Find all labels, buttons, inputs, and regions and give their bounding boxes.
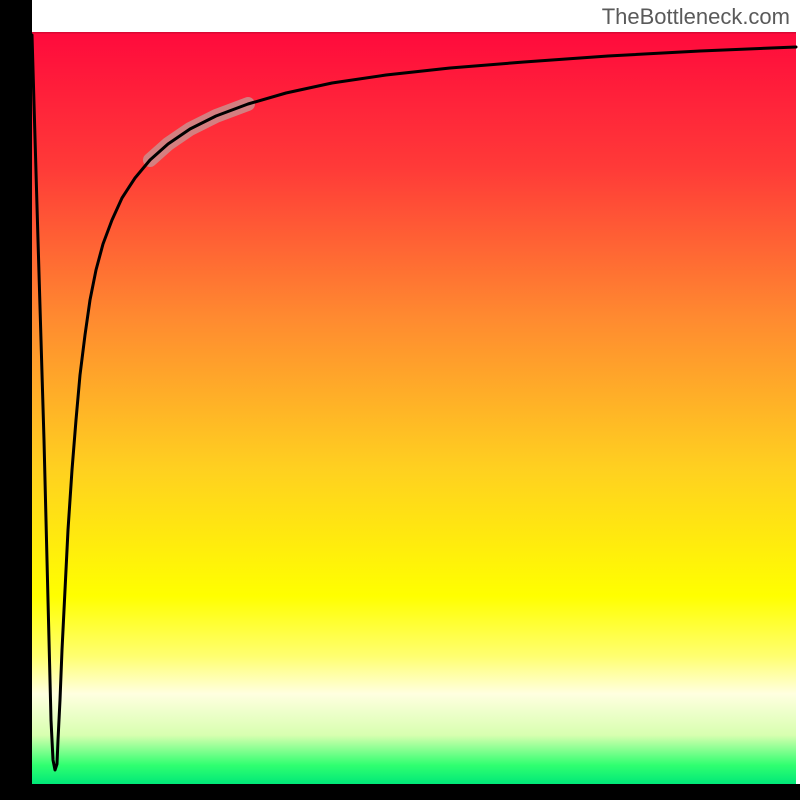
axis-bottom-band (0, 784, 800, 800)
watermark-text: TheBottleneck.com (602, 4, 790, 30)
chart-plot (0, 0, 800, 800)
plot-top-edge (32, 32, 796, 34)
chart-container: TheBottleneck.com (0, 0, 800, 800)
axis-left-band (0, 0, 32, 800)
plot-background (32, 32, 796, 784)
